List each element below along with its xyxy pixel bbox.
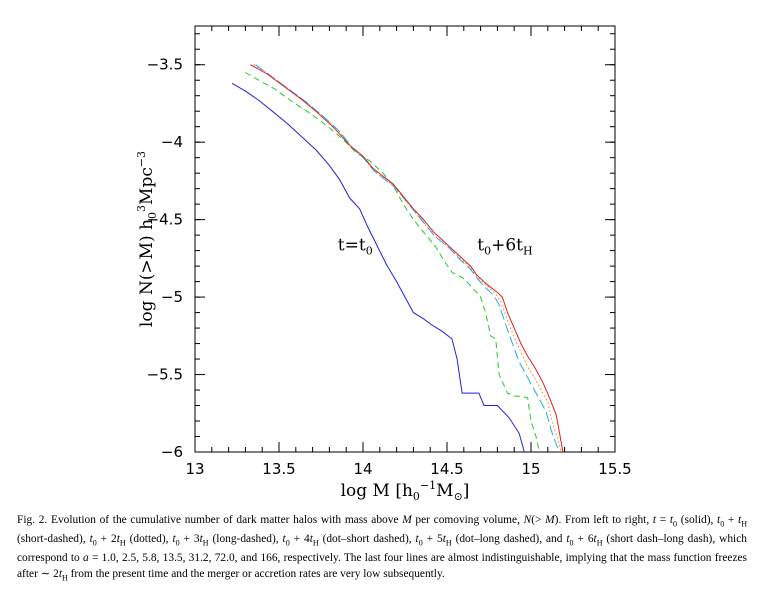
- caption-math: t: [172, 532, 176, 545]
- caption-math: t: [652, 514, 657, 526]
- y-tick-label: −4.5: [147, 211, 183, 229]
- caption-text: (>: [531, 514, 546, 526]
- caption-math: t: [442, 532, 446, 545]
- x-tick-label: 14.5: [430, 460, 463, 478]
- caption-text: (dot–long dashed), and: [451, 532, 567, 545]
- x-tick-label: 13.5: [262, 460, 295, 478]
- caption-text: + 5: [422, 532, 443, 545]
- caption-sub: 0: [175, 538, 180, 548]
- plot-frame: [194, 25, 616, 453]
- caption-sub: 0: [673, 519, 678, 529]
- caption-math: t: [669, 514, 674, 526]
- caption-math: t: [738, 514, 742, 526]
- series-line-4: [250, 64, 564, 453]
- series-line-0: [231, 82, 525, 453]
- series-line-2: [253, 64, 562, 453]
- caption-math: M: [545, 514, 555, 526]
- tick-labels: 13 13.5 14 14.5 15 15.5 −3.5 −4 −4.5 −5 −5.5 −6: [147, 56, 632, 478]
- caption-math: a: [82, 551, 89, 564]
- caption-math: t: [415, 532, 419, 545]
- caption-text: ). From left to right,: [554, 514, 653, 526]
- caption-sub: H: [61, 572, 68, 582]
- annotation-1: t0+6tH: [477, 236, 532, 258]
- caption-math: N: [523, 514, 532, 526]
- annotation-0: t=t0: [338, 236, 373, 258]
- caption-math: t: [116, 532, 120, 545]
- y-tick-label: −4: [161, 133, 183, 151]
- caption-text: + 2: [96, 532, 117, 545]
- x-tick-label: 13: [185, 460, 204, 478]
- x-axis-label: log M [h0−1M⊙]: [341, 479, 470, 500]
- caption-text: + 6: [573, 532, 594, 545]
- y-tick-label: −6: [161, 443, 183, 461]
- caption-math: t: [282, 532, 286, 545]
- caption-text: (long-dashed),: [208, 532, 283, 545]
- chart-figure: 13 13.5 14 14.5 15 15.5 −3.5 −4 −4.5 −5 −5.5 −6 t=t…: [135, 25, 632, 500]
- x-tick-label: 14: [353, 460, 372, 478]
- chart-svg: 13 13.5 14 14.5 15 15.5 −3.5 −4 −4.5 −5 −5.5 −6 t=t…: [135, 25, 632, 500]
- caption-text: (solid),: [677, 514, 718, 526]
- annotations: t=t0 t0+6tH: [338, 236, 533, 258]
- caption-text: (dotted),: [125, 532, 173, 545]
- caption-text: from the present time and the merger or …: [67, 567, 445, 580]
- caption-sub: H: [202, 538, 209, 548]
- caption-sub: 0: [569, 538, 574, 548]
- y-tick-label: −5.5: [147, 366, 183, 384]
- series-layer: [231, 64, 564, 453]
- y-axis-label: log N(>M) h03Mpc−3: [135, 151, 159, 327]
- y-tick-label: −3.5: [147, 56, 183, 74]
- caption-text: Fig. 2. Evolution of the cumulative numb…: [17, 514, 403, 526]
- caption-text: + 3: [179, 532, 200, 545]
- caption-sub: 0: [418, 538, 423, 548]
- caption-text: = 1.0, 2.5, 5.8, 13.5, 31.2, 72.0, and 1…: [17, 551, 747, 580]
- caption-sub: H: [312, 538, 319, 548]
- caption-sub: 0: [92, 538, 97, 548]
- series-line-1: [245, 72, 540, 453]
- caption-sub: H: [119, 538, 126, 548]
- caption-math: t: [566, 532, 570, 545]
- caption-sub: 0: [285, 538, 290, 548]
- caption-math: t: [199, 532, 203, 545]
- x-tick-label: 15: [521, 460, 540, 478]
- caption-text: (short dash–long dash), which correspond…: [17, 532, 747, 564]
- caption-math: t: [309, 532, 313, 545]
- caption-math: M: [402, 514, 412, 526]
- caption-text: per comoving volume,: [411, 514, 524, 526]
- caption-text: (short-dashed),: [17, 532, 90, 545]
- caption-math: t: [89, 532, 93, 545]
- series-line-3: [255, 64, 561, 453]
- caption-math: t: [58, 567, 62, 580]
- caption-sub: 0: [720, 519, 725, 529]
- caption-text: +: [724, 514, 739, 526]
- caption-sub: H: [741, 519, 747, 529]
- caption-sub: H: [445, 538, 452, 548]
- axis-ticks: [194, 26, 616, 453]
- caption-sub: H: [596, 538, 603, 548]
- caption-math: t: [717, 514, 721, 526]
- y-tick-label: −5: [161, 288, 183, 306]
- caption-math: t: [593, 532, 597, 545]
- x-tick-label: 15.5: [598, 460, 631, 478]
- caption-text: + 4: [289, 532, 310, 545]
- caption-text: =: [656, 514, 670, 526]
- figure-caption: Fig. 2. Evolution of the cumulative numb…: [17, 513, 747, 586]
- caption-text: (dot–short dashed),: [318, 532, 416, 545]
